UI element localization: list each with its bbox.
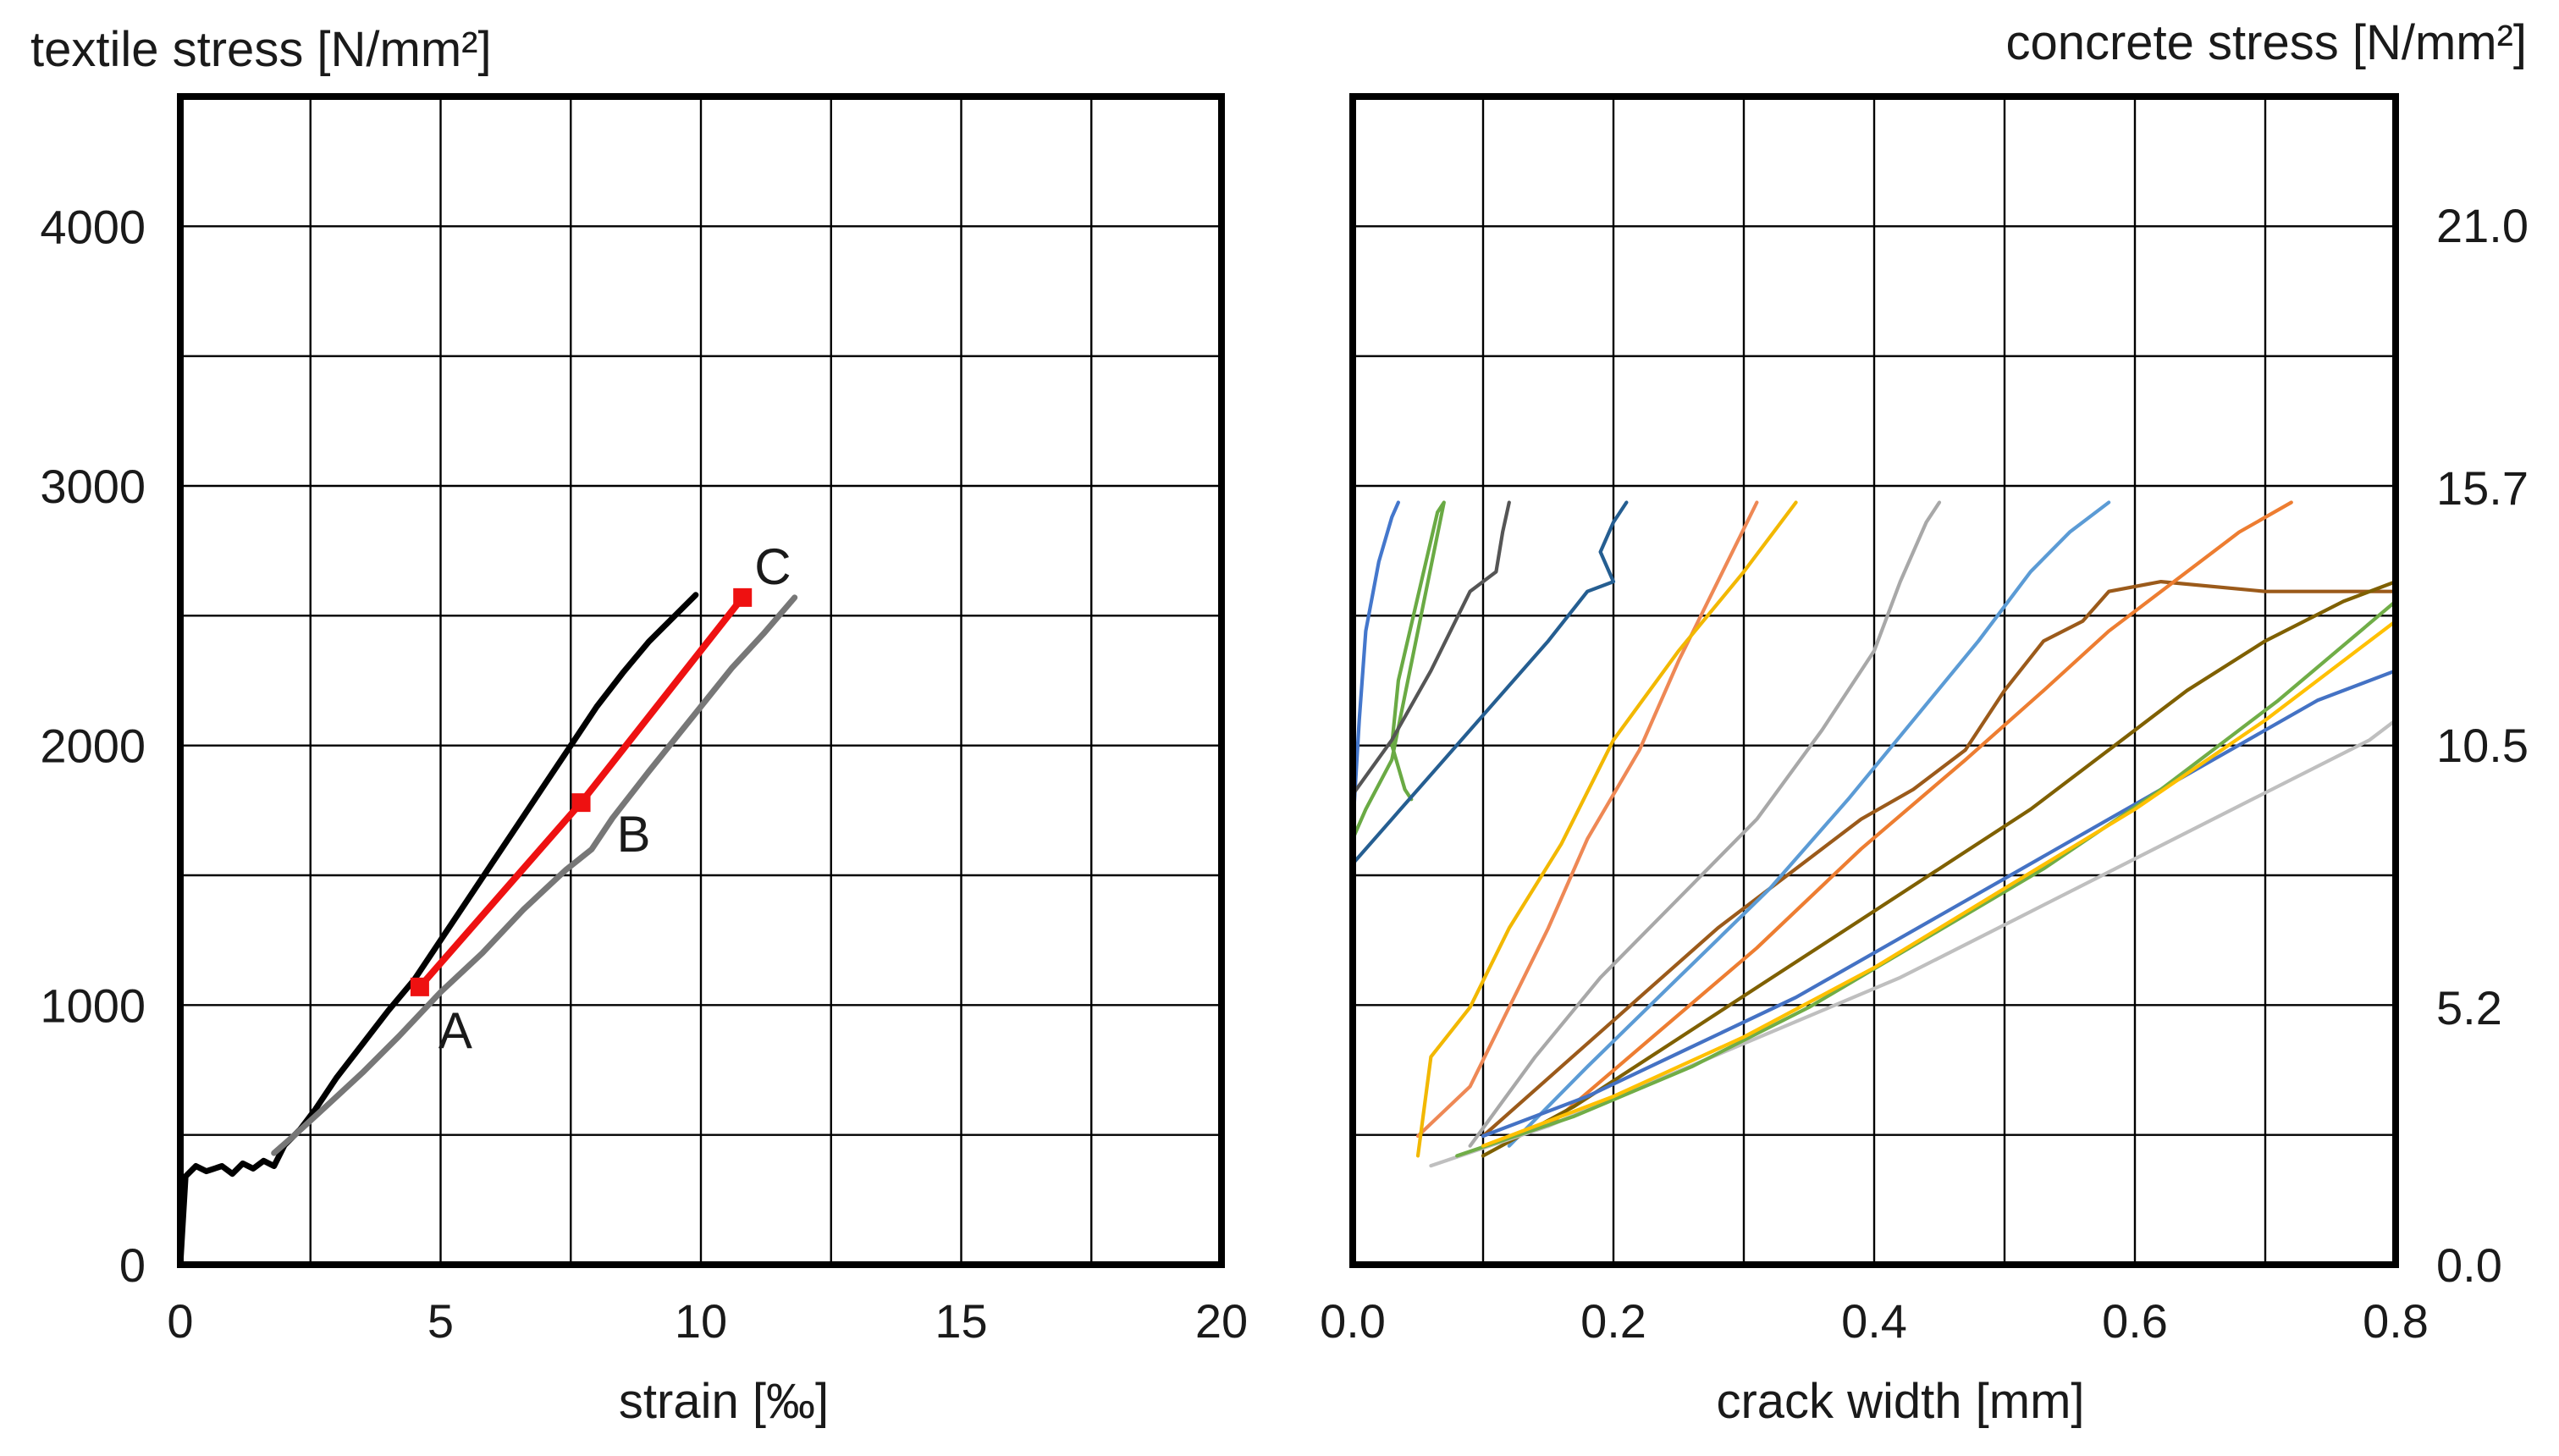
y-tick-label: 0 [119,1238,146,1292]
left-y-ticks: 0 1000 2000 3000 4000 [40,200,146,1292]
series-line-orange-2 [1546,500,2293,1128]
point-marker-c [733,587,753,607]
right-x-axis-title: crack width [mm] [1716,1374,2084,1429]
series-line-blue-2 [1481,669,2398,1139]
x-tick-label: 0 [167,1294,193,1348]
series-line-gray [271,594,798,1156]
x-tick-label: 0.6 [2102,1294,2168,1348]
right-x-ticks: 0.0 0.2 0.4 0.6 0.8 [1320,1294,2429,1348]
y-tick-label: 21.0 [2436,199,2529,252]
right-chart: concrete stress [N/mm²] crack width [mm]… [1320,15,2529,1429]
x-tick-label: 0.2 [1580,1294,1646,1348]
x-tick-label: 10 [675,1294,727,1348]
left-y-axis-title: textile stress [N/mm²] [30,22,492,77]
series-line-olive [1481,580,2398,1158]
y-tick-label: 10.5 [2436,719,2529,772]
left-x-axis-title: strain [‰] [619,1374,829,1429]
y-tick-label: 4000 [40,200,146,253]
x-tick-label: 0.0 [1320,1294,1386,1348]
x-tick-label: 5 [427,1294,454,1348]
x-tick-label: 15 [935,1294,987,1348]
series-line-green [1350,500,1446,841]
x-tick-label: 0.8 [2363,1294,2429,1348]
series-line-silver-1 [1468,500,1942,1148]
y-tick-label: 0.0 [2436,1238,2502,1292]
series-line-dark-gray [1350,500,1511,797]
right-series [1350,500,2398,1168]
series-line-gold [1481,619,2398,1148]
series-line-black [177,592,699,1268]
point-label-b: B [617,806,651,863]
left-series [177,592,798,1268]
y-tick-label: 3000 [40,460,146,513]
y-tick-label: 5.2 [2436,981,2502,1034]
point-marker-a [410,977,429,996]
left-plot-frame [177,93,1225,1268]
left-grid [179,95,1223,1266]
left-x-ticks: 0 5 10 15 20 [167,1294,1248,1348]
left-points: A B C [410,538,791,1059]
series-line-steel-blue [1507,500,2111,1148]
series-line-orange-1 [1415,500,1759,1139]
point-marker-b [571,793,591,813]
point-label-a: A [438,1002,472,1059]
right-plot-frame [1349,93,2399,1268]
right-y-ticks: 0.0 5.2 10.5 15.7 21.0 [2436,199,2529,1292]
x-tick-label: 20 [1195,1294,1248,1348]
left-chart: textile stress [N/mm²] strain [‰] 0 5 10 15… [30,22,1248,1429]
series-line-brown [1481,580,2398,1139]
y-tick-label: 15.7 [2436,461,2529,515]
series-line-red [416,593,747,990]
point-label-c: C [754,538,791,595]
y-tick-label: 2000 [40,720,146,773]
y-tick-label: 1000 [40,979,146,1032]
x-tick-label: 0.4 [1841,1294,1907,1348]
right-y-axis-title: concrete stress [N/mm²] [2005,15,2527,70]
series-line-yellow [1415,500,1798,1158]
series-line-navy [1350,500,1629,866]
series-line-blue-1 [1350,500,1400,831]
